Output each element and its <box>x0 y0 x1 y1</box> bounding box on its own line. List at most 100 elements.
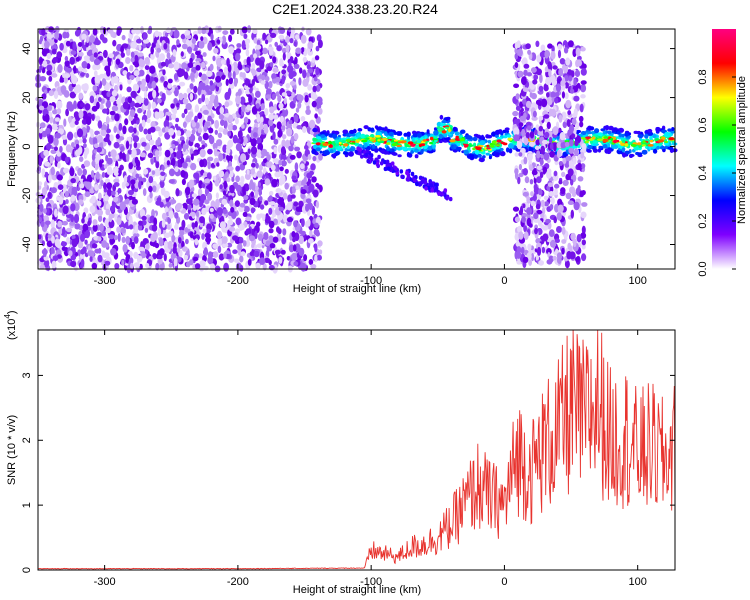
heatmap-cell-1798 <box>255 103 260 109</box>
heatmap-cell-3883 <box>472 136 478 142</box>
heatmap-cell-1774 <box>96 231 102 237</box>
heatmap-cell-2621 <box>278 159 282 166</box>
heatmap-cell-2707 <box>223 251 227 259</box>
heatmap-cell-1998 <box>134 180 140 189</box>
heatmap-cell-1102 <box>81 61 88 69</box>
heatmap-cell-1472 <box>120 52 125 58</box>
heatmap-cell-2168 <box>142 38 150 44</box>
heatmap-cell-4784 <box>567 242 572 250</box>
heatmap-cell-2034 <box>242 211 248 217</box>
heatmap-cell-1801 <box>183 108 188 115</box>
heatmap-cell-1418 <box>43 258 50 268</box>
heatmap-cell-4039 <box>496 139 502 143</box>
heatmap-cell-4066 <box>370 139 375 142</box>
heatmap-cell-1067 <box>281 92 288 97</box>
heatmap-cell-2676 <box>269 62 274 67</box>
heatmap-cell-2911 <box>70 50 77 55</box>
heatmap-cell-2289 <box>89 95 95 104</box>
heatmap-cell-4120 <box>313 138 318 142</box>
heatmap-cell-3018 <box>204 84 210 93</box>
heatmap-cell-3244 <box>641 149 648 155</box>
heatmap-cell-3747 <box>644 133 649 139</box>
heatmap-cell-2472 <box>230 63 235 72</box>
heatmap-cell-2663 <box>213 47 219 54</box>
heatmap-cell-2668 <box>132 83 139 92</box>
heatmap-cell-4570 <box>540 44 546 52</box>
heatmap-cell-3080 <box>270 164 276 171</box>
heatmap-cell-3033 <box>176 39 180 46</box>
heatmap-cell-4522 <box>549 150 556 158</box>
heatmap-cell-2910 <box>70 194 76 202</box>
heatmap-cell-1415 <box>285 83 291 89</box>
heatmap-cell-2836 <box>151 101 157 110</box>
heatmap-cell-2832 <box>188 179 195 188</box>
heatmap-cell-3002 <box>242 186 246 195</box>
heatmap-cell-2901 <box>120 146 125 152</box>
heatmap-cell-2208 <box>314 254 318 263</box>
heatmap-cell-2779 <box>191 222 195 229</box>
heatmap-cell-2544 <box>105 116 110 125</box>
heatmap-cell-1853 <box>191 128 196 135</box>
heatmap-cell-2477 <box>123 175 128 184</box>
heatmap-cell-2233 <box>234 200 240 208</box>
heatmap-cell-3069 <box>73 65 77 74</box>
heatmap-cell-2211 <box>264 215 271 224</box>
heatmap-cell-1866 <box>176 130 182 137</box>
heatmap-cell-2646 <box>181 62 188 70</box>
heatmap-cell-987 <box>155 262 160 271</box>
heatmap-cell-2754 <box>224 171 229 179</box>
heatmap-cell-2638 <box>84 216 88 224</box>
heatmap-cell-2879 <box>38 157 43 167</box>
heatmap-cell-2216 <box>315 182 320 188</box>
heatmap-cell-1678 <box>173 29 180 39</box>
heatmap-cell-2748 <box>318 153 323 161</box>
heatmap-cell-3039 <box>223 180 228 190</box>
heatmap-cell-2370 <box>255 57 261 66</box>
heatmap-cell-4877 <box>522 87 529 92</box>
heatmap-cell-2951 <box>281 75 286 85</box>
heatmap-cell-2151 <box>260 149 267 156</box>
heatmap-cell-3811 <box>504 127 510 131</box>
heatmap-cell-4221 <box>462 141 469 144</box>
heatmap-cell-2881 <box>145 263 150 268</box>
heatmap-cell-4868 <box>567 40 574 48</box>
heatmap-cell-2850 <box>222 209 228 214</box>
heatmap-cell-742 <box>221 74 226 80</box>
heatmap-cell-4915 <box>527 125 532 131</box>
heatmap-cell-4543 <box>580 211 587 219</box>
heatmap-cell-2780 <box>87 250 94 257</box>
heatmap-cell-1597 <box>62 220 68 226</box>
heatmap-cell-3531 <box>607 142 611 148</box>
heatmap-cell-1151 <box>117 187 122 194</box>
heatmap-cell-1971 <box>227 70 232 79</box>
heatmap-cell-4981 <box>529 197 536 202</box>
heatmap-cell-2150 <box>154 242 160 249</box>
heatmap-cell-2210 <box>105 227 112 233</box>
heatmap-cell-4596 <box>547 43 553 49</box>
heatmap-cell-1202 <box>127 149 133 155</box>
heatmap-cell-1166 <box>74 139 80 146</box>
heatmap-cell-2593 <box>184 30 191 36</box>
heatmap-cell-2547 <box>317 39 323 49</box>
heatmap-cell-2750 <box>207 251 213 259</box>
heatmap-cell-2696 <box>167 240 173 250</box>
heatmap-cell-4989 <box>533 183 538 193</box>
heatmap-cell-4240 <box>465 144 469 147</box>
heatmap-cell-2374 <box>177 68 184 78</box>
heatmap-cell-4820 <box>525 121 532 128</box>
heatmap-cell-2994 <box>91 243 98 249</box>
heatmap-cell-4490 <box>520 147 526 154</box>
heatmap-cell-2509 <box>47 174 52 182</box>
heatmap-cell-2710 <box>51 73 58 78</box>
heatmap-cell-1459 <box>257 142 264 152</box>
heatmap-cell-2251 <box>151 209 155 218</box>
heatmap-cell-4743 <box>517 141 523 148</box>
heatmap-cell-2430 <box>260 103 265 111</box>
heatmap-cell-3020 <box>282 134 287 140</box>
heatmap-cell-2969 <box>47 191 52 199</box>
heatmap-cell-3858 <box>481 134 484 140</box>
heatmap-cell-2808 <box>93 143 99 149</box>
heatmap-cell-4859 <box>522 98 527 105</box>
heatmap-cell-1919 <box>302 78 309 87</box>
heatmap-cell-3896 <box>664 132 670 137</box>
